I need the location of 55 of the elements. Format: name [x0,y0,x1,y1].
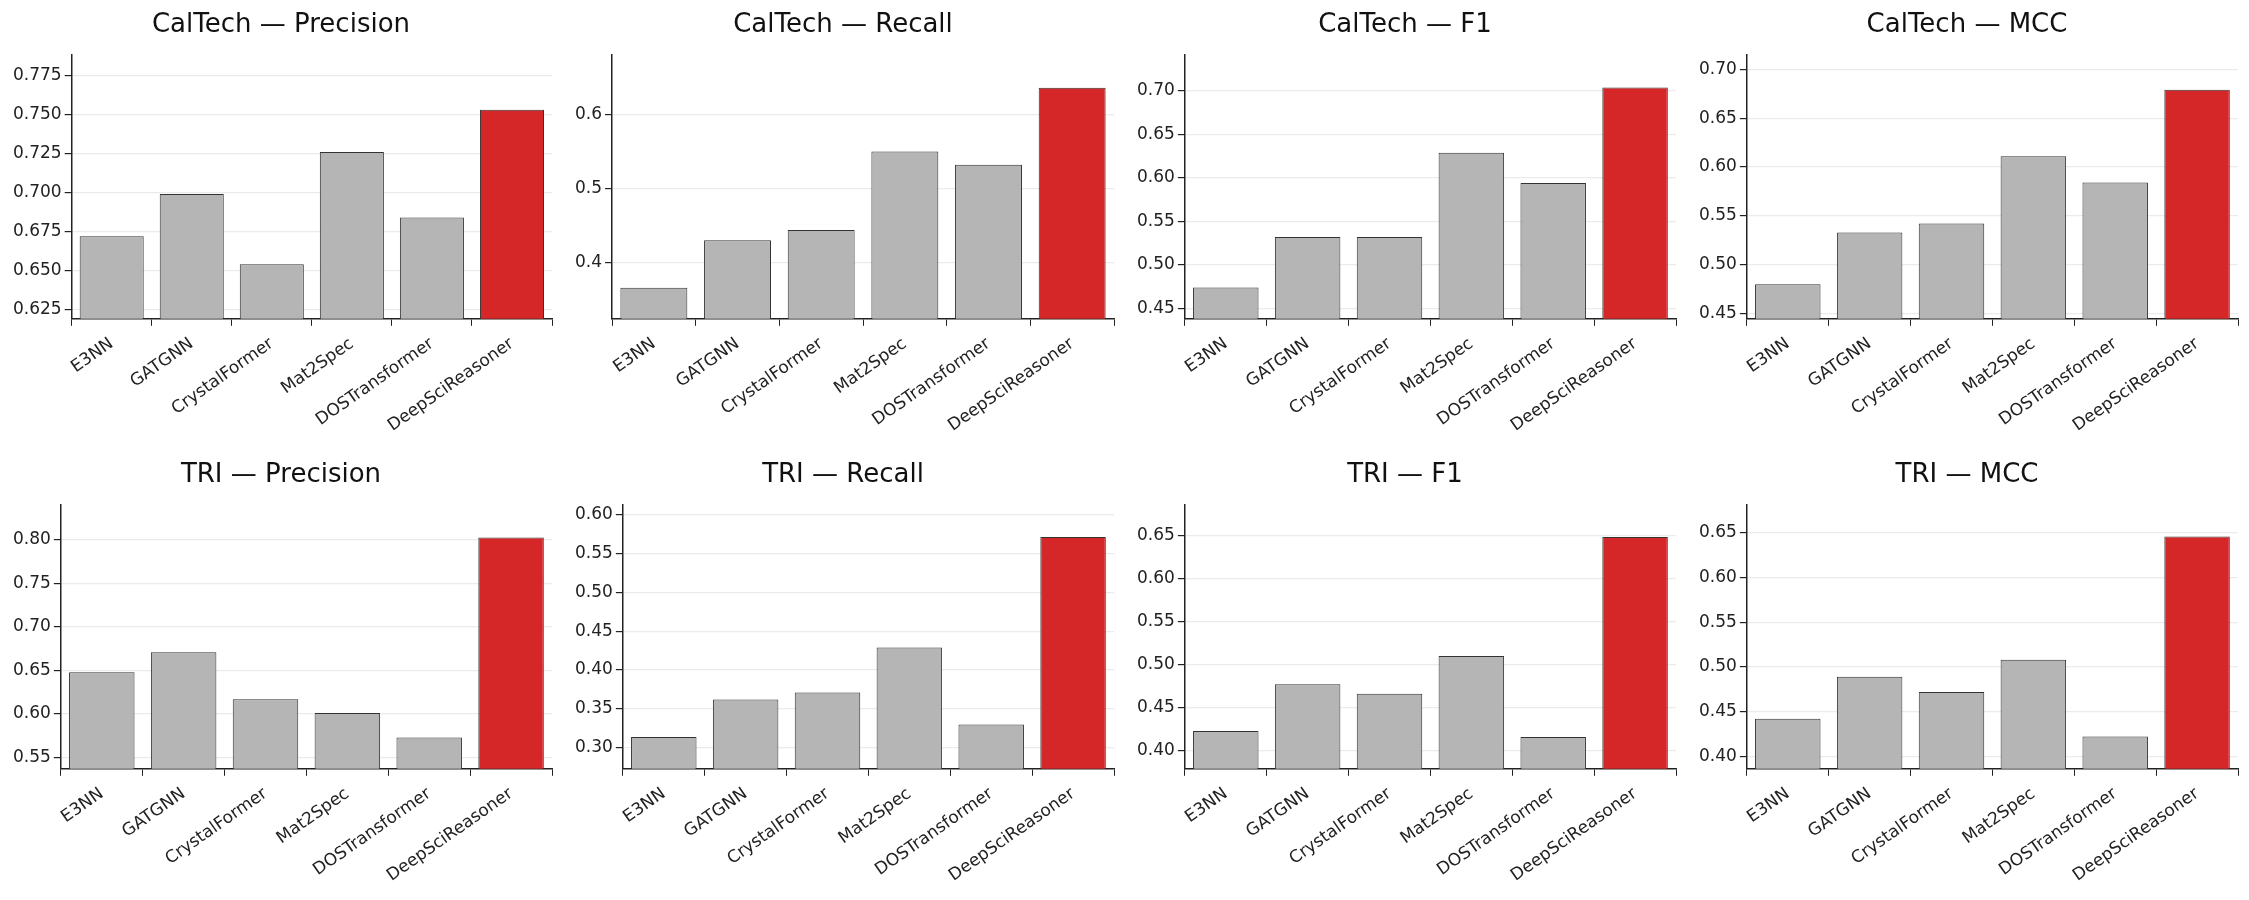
chart-title: CalTech — Precision [151,8,411,39]
y-tick-label: 0.55 [1698,204,1737,225]
y-tick-label: 0.30 [574,736,613,757]
y-tick-label: 0.65 [12,658,51,679]
y-tick-label: 0.55 [574,541,613,562]
y-tick-label: 0.70 [12,615,51,636]
y-tick-label: 0.80 [12,528,51,549]
y-tick-label: 0.50 [1136,253,1175,274]
y-tick-label: 0.675 [13,219,62,240]
y-tick-label: 0.45 [1136,296,1175,317]
chart-title: CalTech — Recall [733,8,953,39]
y-tick-label: 0.45 [1136,696,1175,717]
y-tick-label: 0.50 [1136,652,1175,673]
y-tick-label: 0.40 [1136,739,1175,760]
y-tick-label: 0.50 [574,580,613,601]
y-tick-label: 0.775 [13,63,62,84]
y-tick-label: 0.60 [1136,566,1175,587]
y-tick-label: 0.55 [1136,209,1175,230]
y-tick-label: 0.55 [1136,609,1175,630]
y-tick-label: 0.50 [1698,253,1737,274]
y-tick-label: 0.75 [12,571,51,592]
y-tick-label: 0.40 [574,658,613,679]
y-tick-label: 0.750 [13,102,62,123]
y-tick-label: 0.65 [1136,122,1175,143]
chart-title: TRI — Recall [761,458,924,489]
y-tick-label: 0.65 [1698,521,1737,542]
y-tick-label: 0.4 [574,250,603,271]
y-tick-label: 0.725 [13,141,62,162]
y-tick-label: 0.625 [13,297,62,318]
chart-title: TRI — Precision [179,458,382,489]
y-tick-label: 0.700 [13,180,62,201]
y-tick-label: 0.55 [12,745,51,766]
y-tick-label: 0.55 [1698,610,1737,631]
y-tick-label: 0.45 [574,619,613,640]
chart-title: CalTech — F1 [1318,8,1492,39]
y-tick-label: 0.35 [574,697,613,718]
chart-title: TRI — MCC [1894,458,2039,489]
y-tick-label: 0.60 [12,702,51,723]
y-tick-label: 0.6 [574,102,603,123]
y-tick-label: 0.60 [1698,566,1737,586]
y-tick-label: 0.60 [1136,166,1175,187]
y-tick-label: 0.5 [574,176,603,197]
y-tick-label: 0.70 [1698,57,1737,78]
y-tick-label: 0.65 [1136,523,1175,544]
y-tick-label: 0.60 [1698,155,1737,176]
y-tick-label: 0.40 [1698,744,1737,765]
y-tick-label: 0.45 [1698,700,1737,721]
y-tick-label: 0.70 [1136,79,1175,100]
y-tick-label: 0.650 [13,258,62,279]
y-tick-label: 0.60 [574,502,613,523]
chart-title: CalTech — MCC [1866,8,2068,39]
y-tick-label: 0.50 [1698,655,1737,676]
chart-title: TRI — F1 [1346,458,1463,489]
y-tick-label: 0.45 [1698,301,1737,322]
y-tick-label: 0.65 [1698,106,1737,127]
